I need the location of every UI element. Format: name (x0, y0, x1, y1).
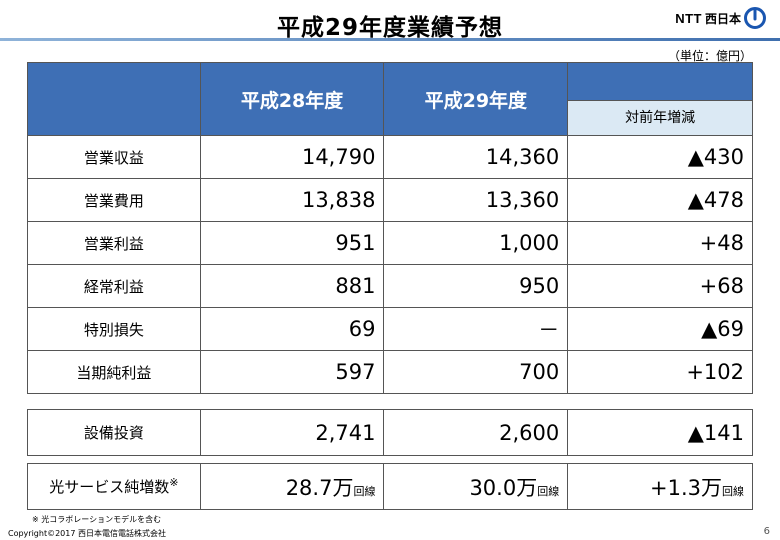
value-fy28: 951 (199, 221, 385, 265)
optical-label: 光サービス純増数 (49, 478, 170, 496)
note-mark: ※ (169, 476, 179, 489)
value-fy28: 597 (199, 350, 385, 394)
row-label: 営業収益 (27, 135, 201, 179)
value-diff: +102 (567, 350, 753, 394)
value-fy28: 2,741 (199, 409, 385, 456)
company-logo: NTT 西日本 (675, 7, 766, 29)
optical-diff: +1.3万 (650, 475, 722, 500)
table-row: 営業利益 951 1,000 +48 (27, 221, 753, 265)
header-row: 平成28年度 平成29年度 対前年増減 (27, 62, 753, 136)
unit-suffix: 回線 (722, 484, 744, 498)
optical-fy29: 30.0万 (469, 475, 538, 500)
value-fy28: 28.7万回線 (199, 463, 385, 510)
value-diff: ▲478 (567, 178, 753, 222)
table-row: 特別損失 69 － ▲69 (27, 307, 753, 351)
row-label: 営業費用 (27, 178, 201, 222)
value-fy28: 69 (199, 307, 385, 351)
value-diff: ▲141 (567, 409, 753, 456)
value-fy29: － (383, 307, 569, 351)
value-fy28: 14,790 (199, 135, 385, 179)
value-fy28: 881 (199, 264, 385, 308)
value-fy29: 1,000 (383, 221, 569, 265)
ntt-logo-icon (744, 7, 766, 29)
value-fy29: 14,360 (383, 135, 569, 179)
logo-jp: 西日本 (704, 11, 741, 26)
row-label: 当期純利益 (27, 350, 201, 394)
value-fy29: 30.0万回線 (383, 463, 569, 510)
optical-fy28: 28.7万 (285, 475, 354, 500)
investment-table: 設備投資 2,741 2,600 ▲141 (27, 409, 753, 456)
value-diff: ▲69 (567, 307, 753, 351)
value-fy29: 13,360 (383, 178, 569, 222)
page-number: 6 (763, 526, 770, 537)
forecast-table: 平成28年度 平成29年度 対前年増減 営業収益 14,790 14,360 ▲… (27, 62, 753, 394)
table-row: 経常利益 881 950 +68 (27, 264, 753, 308)
header-fy29: 平成29年度 (383, 62, 569, 136)
value-fy29: 700 (383, 350, 569, 394)
unit-suffix: 回線 (537, 484, 560, 498)
footnote: ※ 光コラボレーションモデルを含む (32, 515, 162, 524)
table-row: 設備投資 2,741 2,600 ▲141 (27, 409, 753, 456)
table-row: 光サービス純増数※ 28.7万回線 30.0万回線 +1.3万回線 (27, 463, 753, 510)
value-fy28: 13,838 (199, 178, 385, 222)
header-fy28: 平成28年度 (199, 62, 385, 136)
page-title: 平成29年度業績予想 (276, 15, 503, 41)
optical-table: 光サービス純増数※ 28.7万回線 30.0万回線 +1.3万回線 (27, 463, 753, 510)
header-blank (27, 62, 201, 136)
value-diff: +48 (567, 221, 753, 265)
unit-suffix: 回線 (353, 484, 376, 498)
row-label: 経常利益 (27, 264, 201, 308)
value-diff: +68 (567, 264, 753, 308)
value-fy29: 2,600 (383, 409, 569, 456)
table-row: 当期純利益 597 700 +102 (27, 350, 753, 394)
header-diff-cell: 対前年増減 (567, 62, 753, 136)
logo-text: NTT (675, 10, 702, 26)
value-diff: +1.3万回線 (567, 463, 753, 510)
row-label: 設備投資 (27, 409, 201, 456)
copyright: Copyright©2017 西日本電信電話株式会社 (8, 529, 166, 538)
row-label: 光サービス純増数※ (27, 463, 201, 510)
table-row: 営業費用 13,838 13,360 ▲478 (27, 178, 753, 222)
row-label: 特別損失 (27, 307, 201, 351)
row-label: 営業利益 (27, 221, 201, 265)
value-diff: ▲430 (567, 135, 753, 179)
header-diff: 対前年増減 (568, 100, 752, 135)
unit-label: （単位：億円） (667, 49, 752, 63)
title-underline (0, 38, 780, 41)
value-fy29: 950 (383, 264, 569, 308)
table-row: 営業収益 14,790 14,360 ▲430 (27, 135, 753, 179)
